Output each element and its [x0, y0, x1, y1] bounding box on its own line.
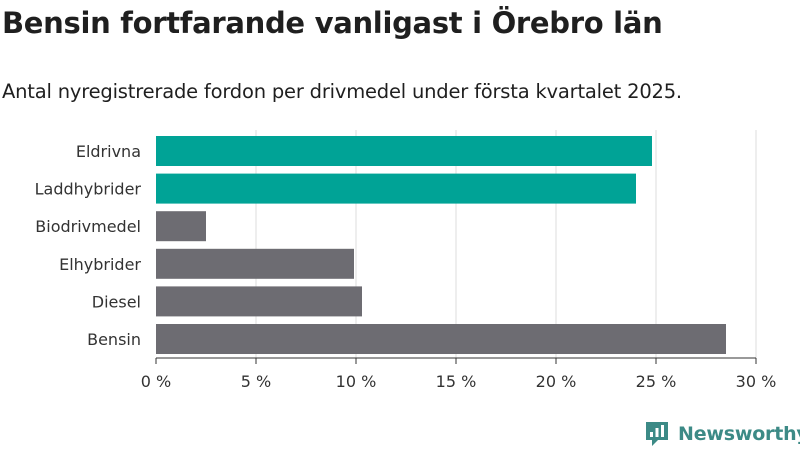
category-labels: Eldrivna Laddhybrider Biodrivmedel Elhybrid…: [35, 142, 142, 349]
category-label: Elhybrider: [59, 255, 141, 274]
x-tick-label: 10 %: [336, 372, 377, 391]
brand-name: Newsworthy: [678, 423, 800, 445]
category-label: Eldrivna: [76, 142, 141, 161]
category-label: Laddhybrider: [35, 180, 142, 199]
newsworthy-logo-icon: [646, 422, 668, 446]
x-tick-label: 15 %: [436, 372, 477, 391]
bar: [156, 248, 354, 279]
bar: [156, 211, 206, 242]
bar: [156, 324, 726, 354]
chart-subtitle: Antal nyregistrerade fordon per drivmede…: [2, 80, 682, 103]
category-label: Biodrivmedel: [35, 217, 141, 236]
x-tick-label: 5 %: [241, 372, 271, 391]
x-tick-label: 20 %: [536, 372, 577, 391]
category-label: Bensin: [87, 330, 141, 349]
bar: [156, 173, 636, 204]
bars: [156, 136, 726, 354]
category-label: Diesel: [92, 292, 141, 311]
newsworthy-logo: Newsworthy: [644, 420, 800, 448]
x-tick-label: 25 %: [636, 372, 677, 391]
grid-lines: [255, 130, 757, 358]
x-tick-label: 30 %: [736, 372, 777, 391]
chart-title: Bensin fortfarande vanligast i Örebro lä…: [2, 6, 663, 40]
x-tick-label: 0 %: [141, 372, 171, 391]
bar: [156, 286, 362, 317]
x-axis: 0 % 5 % 10 % 15 % 20 % 25 % 30 %: [141, 357, 777, 391]
bar: [156, 136, 652, 166]
